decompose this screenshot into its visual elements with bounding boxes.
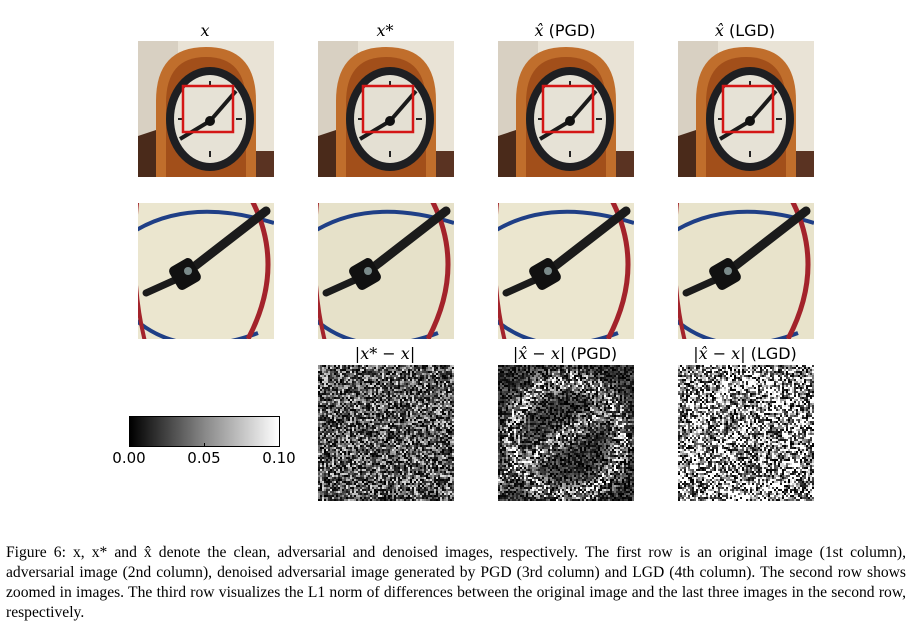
colorbar-tick <box>279 443 280 447</box>
zoom-image-pgd <box>498 203 634 339</box>
colorbar-tick <box>204 443 205 447</box>
col-title-pgd: x̂ (PGD) <box>534 21 596 40</box>
col-title-clean: x <box>200 21 210 40</box>
figure-label: Figure 6: <box>6 544 66 561</box>
colorbar-tick-label: 0.05 <box>187 449 221 467</box>
diff-map-lgd <box>678 365 814 501</box>
col-title-lgd: x̂ (LGD) <box>714 21 776 40</box>
clock-image-pgd <box>498 41 634 177</box>
col-title-adversarial: x* <box>376 21 394 40</box>
caption-text: x, x* and x̂ denote the clean, adversari… <box>6 544 906 621</box>
diff-map-pgd <box>498 365 634 501</box>
figure-caption: Figure 6: x, x* and x̂ denote the clean,… <box>6 543 906 623</box>
diff-title-pgd: |x̂ − x| (PGD) <box>512 344 618 363</box>
zoom-image-clean <box>138 203 274 339</box>
diff-map-adversarial <box>318 365 454 501</box>
clock-image-lgd <box>678 41 814 177</box>
zoom-image-adversarial <box>318 203 454 339</box>
clock-image-adversarial <box>318 41 454 177</box>
colorbar-tick <box>129 443 130 447</box>
colorbar-tick-label: 0.10 <box>262 449 296 467</box>
diff-title-lgd: |x̂ − x| (LGD) <box>693 344 797 363</box>
colorbar-tick-label: 0.00 <box>112 449 146 467</box>
zoom-image-lgd <box>678 203 814 339</box>
clock-image-clean <box>138 41 274 177</box>
diff-title-adversarial: |x* − x| <box>354 344 416 363</box>
